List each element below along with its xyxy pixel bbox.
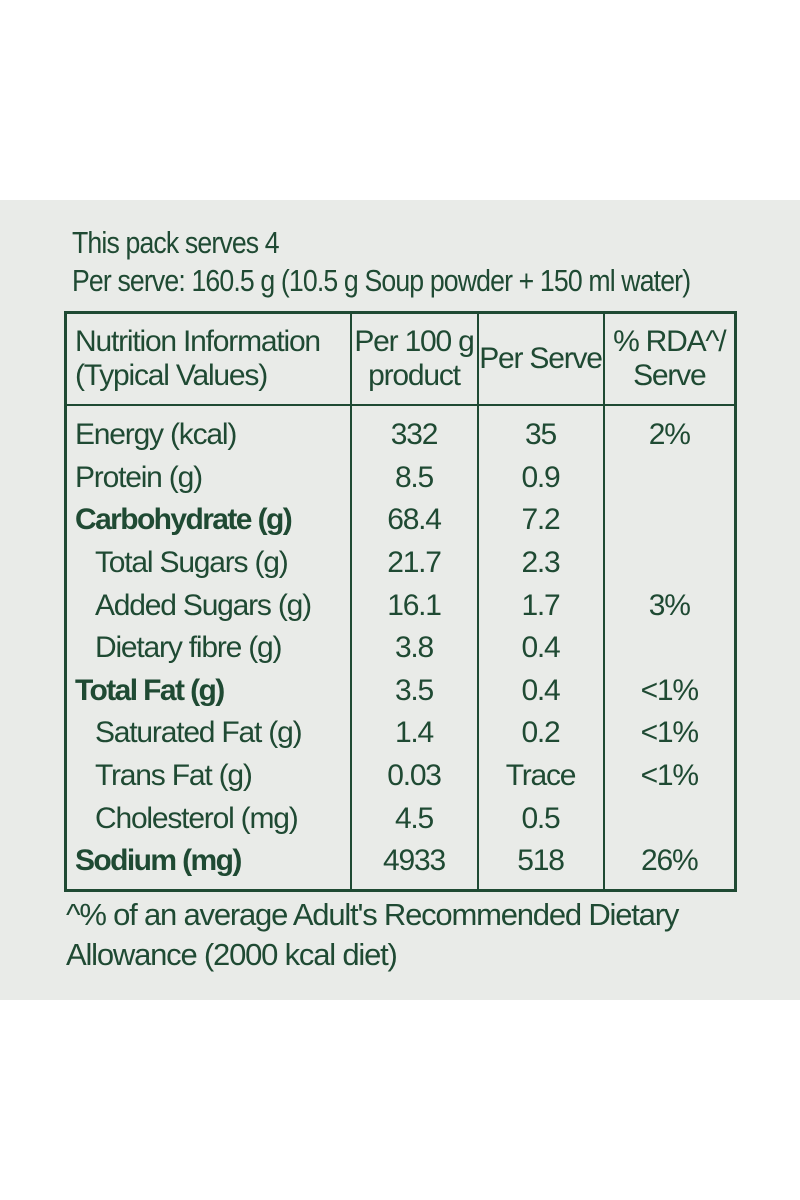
per-100g-value-cell: 332: [350, 405, 479, 457]
rda-value-cell: <1%: [640, 716, 699, 750]
per-100g-value-cell: 68.4: [350, 499, 479, 542]
table-row: Energy (kcal) 332 35 2%: [65, 405, 736, 457]
nutrient-name-cell: Dietary fibre (g): [65, 626, 352, 670]
table-row: Added Sugars (g) 16.1 1.7 3%: [65, 584, 736, 627]
rda-value-cell: 2%: [648, 418, 691, 452]
header-per-serve: Per Serve: [477, 312, 605, 406]
table-row: Total Fat (g) 3.5 0.4 <1%: [65, 669, 736, 713]
per-serve-value-cell: 518: [477, 839, 605, 891]
table-row: Carbohydrate (g) 68.4 7.2: [65, 499, 736, 542]
nutrient-name-cell: Saturated Fat (g): [65, 712, 352, 755]
header-line: Serve: [633, 359, 707, 392]
nutrient-name-cell: Cholesterol (mg): [65, 797, 352, 840]
header-per-100g: Per 100 g product: [350, 312, 479, 406]
per-serve-value-cell: 0.4: [477, 669, 605, 713]
nutrition-label-panel: This pack serves 4 Per serve: 160.5 g (1…: [0, 200, 800, 1000]
per-100g-value-cell: 16.1: [350, 584, 479, 627]
per-serve-value-cell: 0.4: [477, 626, 605, 670]
per-serve-value-cell: Trace: [477, 754, 605, 798]
nutrition-table-body: Energy (kcal) 332 35 2% Protein (g) 8.5 0.9 Car…: [65, 405, 736, 891]
table-row: Total Sugars (g) 21.7 2.3: [65, 541, 736, 585]
per-serve-value-cell: 0.2: [477, 712, 605, 755]
per-100g-value-cell: 0.03: [350, 754, 479, 798]
nutrient-name-cell: Protein (g): [65, 456, 352, 500]
rda-value-cell: [604, 797, 736, 840]
header-line: Nutrition Information: [75, 325, 321, 358]
rda-value-cell: 3%: [648, 588, 691, 622]
per-100g-value-cell: 21.7: [350, 541, 479, 585]
rda-value-cell: [604, 499, 736, 542]
table-row: Dietary fibre (g) 3.8 0.4: [65, 626, 736, 670]
table-row: Trans Fat (g) 0.03 Trace <1%: [65, 754, 736, 798]
per-100g-value-cell: 3.5: [350, 669, 479, 713]
header-nutrition-information: Nutrition Information (Typical Values): [65, 312, 352, 406]
rda-footnote: ^% of an average Adult's Recommended Die…: [66, 895, 679, 975]
footnote-line: ^% of an average Adult's Recommended Die…: [66, 897, 679, 932]
per-serve-value-cell: 0.5: [477, 797, 605, 840]
footnote-line: Allowance (2000 kcal diet): [66, 937, 398, 972]
per-serve-text: Per serve: 160.5 g (10.5 g Soup powder +…: [72, 263, 691, 298]
per-100g-value-cell: 3.8: [350, 626, 479, 670]
table-row: Protein (g) 8.5 0.9: [65, 456, 736, 500]
header-rda: % RDA^/ Serve: [603, 312, 736, 406]
nutrient-name-cell: Total Sugars (g): [65, 541, 352, 585]
per-100g-value-cell: 4.5: [350, 797, 479, 840]
header-line: product: [368, 359, 461, 392]
table-row: Sodium (mg) 4933 518 26%: [65, 839, 736, 891]
per-100g-value-cell: 1.4: [350, 712, 479, 755]
nutrition-table: Nutrition Information (Typical Values) P…: [64, 311, 737, 892]
header-line: Per 100 g: [354, 325, 474, 358]
per-serve-value-cell: 0.9: [477, 456, 605, 500]
rda-value-cell: <1%: [640, 759, 699, 793]
per-100g-value-cell: 8.5: [350, 456, 479, 500]
nutrient-name-cell: Sodium (mg): [65, 839, 352, 891]
nutrient-name-cell: Carbohydrate (g): [65, 499, 352, 542]
nutrient-name-cell: Energy (kcal): [65, 405, 352, 457]
per-100g-value-cell: 4933: [350, 839, 479, 891]
per-serve-value-cell: 35: [477, 405, 605, 457]
per-serve-value-cell: 2.3: [477, 541, 605, 585]
rda-value-cell: [604, 542, 736, 585]
rda-value-cell: <1%: [640, 673, 699, 707]
table-row: Cholesterol (mg) 4.5 0.5: [65, 797, 736, 840]
per-serve-value-cell: 1.7: [477, 584, 605, 627]
header-line: Per Serve: [479, 342, 602, 375]
header-line: % RDA^/: [613, 325, 727, 358]
rda-value-cell: [604, 627, 736, 670]
table-header-row: Nutrition Information (Typical Values) P…: [65, 312, 736, 406]
nutrient-name-cell: Trans Fat (g): [65, 754, 352, 798]
pack-serves-text: This pack serves 4: [72, 225, 280, 260]
rda-value-cell: 26%: [641, 844, 699, 878]
nutrient-name-cell: Added Sugars (g): [65, 584, 352, 627]
header-line: (Typical Values): [75, 359, 268, 392]
nutrient-name-cell: Total Fat (g): [65, 669, 352, 713]
rda-value-cell: [604, 457, 736, 500]
per-serve-value-cell: 7.2: [477, 499, 605, 542]
table-row: Saturated Fat (g) 1.4 0.2 <1%: [65, 712, 736, 755]
